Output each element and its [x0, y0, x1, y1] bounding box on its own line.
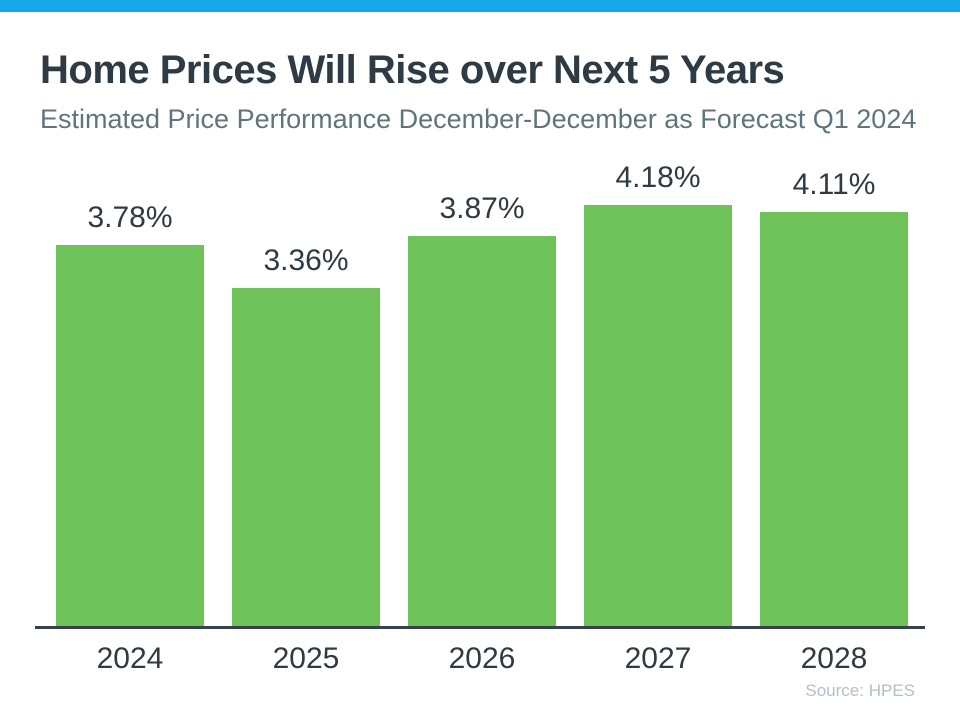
bar	[408, 236, 556, 626]
top-accent-bar	[0, 0, 960, 12]
source-credit: Source: HPES	[805, 681, 915, 700]
bar	[584, 205, 732, 626]
bar-value-label: 3.87%	[439, 192, 525, 225]
bar-column: 3.36%	[232, 244, 380, 626]
x-axis-tick-label: 2028	[800, 642, 868, 675]
bar-column: 3.78%	[56, 201, 204, 626]
x-axis-line	[35, 626, 925, 629]
page-subtitle: Estimated Price Performance December-Dec…	[40, 104, 917, 134]
x-axis-tick-label: 2024	[96, 642, 164, 675]
x-axis-tick-label: 2025	[272, 642, 340, 675]
bar-value-label: 3.36%	[263, 244, 349, 277]
bar-value-label: 4.18%	[615, 161, 701, 194]
bar-value-label: 3.78%	[87, 201, 173, 234]
bar-column: 4.11%	[760, 168, 908, 626]
bar	[760, 212, 908, 626]
x-axis-tick-label: 2026	[448, 642, 516, 675]
x-axis-tick-label: 2027	[624, 642, 692, 675]
bar-column: 3.87%	[408, 192, 556, 626]
bar-value-label: 4.11%	[792, 168, 876, 201]
bar	[56, 245, 204, 626]
bar	[232, 288, 380, 626]
page-title: Home Prices Will Rise over Next 5 Years	[40, 48, 785, 92]
bar-column: 4.18%	[584, 161, 732, 626]
